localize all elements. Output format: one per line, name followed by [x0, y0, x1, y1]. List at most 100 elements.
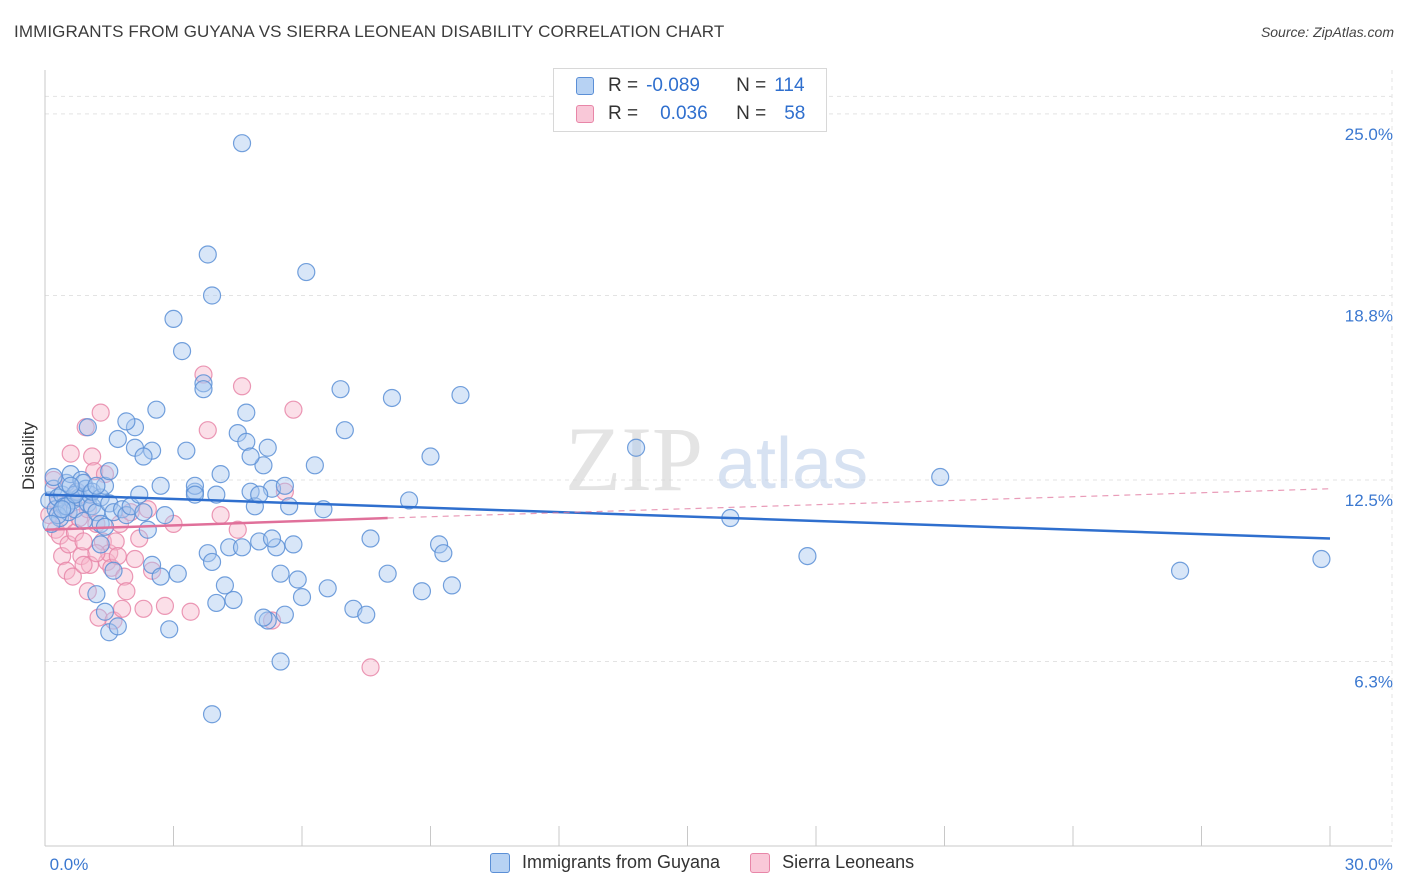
- guyana-point: [399, 491, 419, 510]
- guyana-point: [53, 500, 72, 519]
- guyana-point: [292, 587, 312, 607]
- guyana-point: [194, 380, 213, 399]
- guyana-point: [202, 286, 222, 305]
- guyana-point: [442, 576, 462, 595]
- guyana-point: [626, 438, 646, 457]
- guyana-point: [147, 400, 166, 419]
- guyana-point: [1170, 561, 1190, 580]
- guyana-point: [434, 544, 453, 563]
- guyana-point: [207, 593, 226, 613]
- sierra-point: [284, 400, 303, 419]
- guyana-point: [215, 576, 234, 595]
- guyana-point: [1312, 549, 1331, 569]
- guyana-point: [262, 529, 282, 548]
- guyana-point: [211, 465, 230, 484]
- guyana-point: [224, 590, 243, 610]
- guyana-point: [451, 385, 470, 405]
- guyana-point: [138, 520, 157, 539]
- guyana-point: [198, 245, 217, 264]
- sierra-point: [361, 658, 380, 677]
- sierra-point: [155, 596, 175, 615]
- guyana-point: [297, 262, 316, 282]
- guyana-point: [164, 309, 183, 329]
- guyana-point: [232, 134, 252, 153]
- guyana-point: [160, 620, 179, 639]
- guyana-point: [44, 467, 63, 487]
- y-tick-label: 18.8%: [1345, 306, 1393, 325]
- sierra-point: [112, 599, 132, 618]
- legend-item-guyana[interactable]: Immigrants from Guyana: [490, 852, 720, 873]
- guyana-point: [134, 503, 153, 522]
- y-tick-label: 25.0%: [1345, 125, 1393, 144]
- guyana-point: [412, 582, 432, 601]
- guyana-point: [151, 567, 170, 586]
- sierra-point: [211, 506, 230, 525]
- guyana-point: [237, 432, 256, 451]
- r-value: 0.036: [660, 103, 708, 124]
- gridlines: [45, 70, 1393, 846]
- sierra-point: [87, 544, 106, 563]
- guyana-point: [168, 564, 187, 583]
- watermark-zip: ZIP: [565, 408, 703, 510]
- guyana-point: [275, 476, 294, 495]
- sierra-point: [181, 602, 200, 621]
- guyana-point: [194, 374, 213, 393]
- r-label: R =: [608, 75, 639, 96]
- source-label: Source: ZipAtlas.com: [1260, 24, 1394, 40]
- guyana-point: [87, 585, 106, 604]
- guyana-point: [331, 380, 350, 399]
- legend-item-sierra[interactable]: Sierra Leoneans: [750, 852, 914, 873]
- sierra-swatch: [576, 105, 594, 123]
- sierra-point: [91, 403, 110, 422]
- guyana-point: [271, 652, 290, 671]
- sierra-trend-line: [44, 516, 388, 531]
- sierra-point: [232, 377, 252, 396]
- sierra-point: [80, 555, 100, 574]
- sierra-point: [228, 520, 247, 539]
- sierra-point: [108, 546, 127, 566]
- guyana-point: [117, 412, 136, 431]
- guyana-point: [202, 705, 222, 724]
- guyana-point: [78, 418, 97, 437]
- guyana-point: [361, 529, 380, 548]
- sierra-point: [74, 532, 93, 551]
- legend-label-sierra: Sierra Leoneans: [782, 852, 915, 872]
- sierra-point: [85, 462, 104, 481]
- guyana-point: [108, 617, 127, 636]
- sierra-point: [59, 535, 78, 554]
- guyana-point: [258, 438, 277, 457]
- guyana-points: [40, 134, 1331, 724]
- watermark-atlas: atlas: [716, 424, 868, 504]
- guyana-point: [798, 546, 817, 566]
- sierra-point: [117, 582, 136, 601]
- guyana-point: [220, 538, 239, 557]
- sierra-legend-swatch: [750, 852, 771, 873]
- legend-label-guyana: Immigrants from Guyana: [522, 852, 721, 872]
- guyana-point: [155, 506, 175, 525]
- r-value: -0.089: [646, 75, 700, 96]
- sierra-point: [83, 447, 102, 466]
- guyana-point: [177, 441, 196, 460]
- x-tick-label: 0.0%: [50, 855, 89, 874]
- guyana-point: [130, 485, 149, 504]
- guyana-point: [421, 447, 440, 466]
- guyana-point: [104, 561, 123, 580]
- sierra-point: [61, 444, 80, 463]
- guyana-point: [275, 605, 294, 624]
- sierra-point: [134, 599, 153, 618]
- guyana-trend-line: [44, 493, 1331, 540]
- trend-lines: [44, 488, 1331, 540]
- r-label: R =: [608, 103, 639, 124]
- sierra-point: [106, 532, 125, 551]
- y-tick-label: 6.3%: [1354, 673, 1393, 692]
- n-label: N =: [736, 103, 767, 124]
- stats-legend: R = -0.089 N = 114 R = 0.036 N = 58: [553, 68, 827, 132]
- guyana-point: [288, 570, 307, 589]
- guyana-point: [284, 535, 303, 554]
- sierra-point: [63, 567, 82, 586]
- guyana-point: [429, 535, 449, 554]
- stats-row-guyana: R = -0.089 N = 114: [576, 73, 805, 99]
- watermark: ZIP atlas: [565, 408, 868, 510]
- guyana-point: [134, 447, 153, 466]
- series-legend: Immigrants from Guyana Sierra Leoneans: [490, 852, 944, 873]
